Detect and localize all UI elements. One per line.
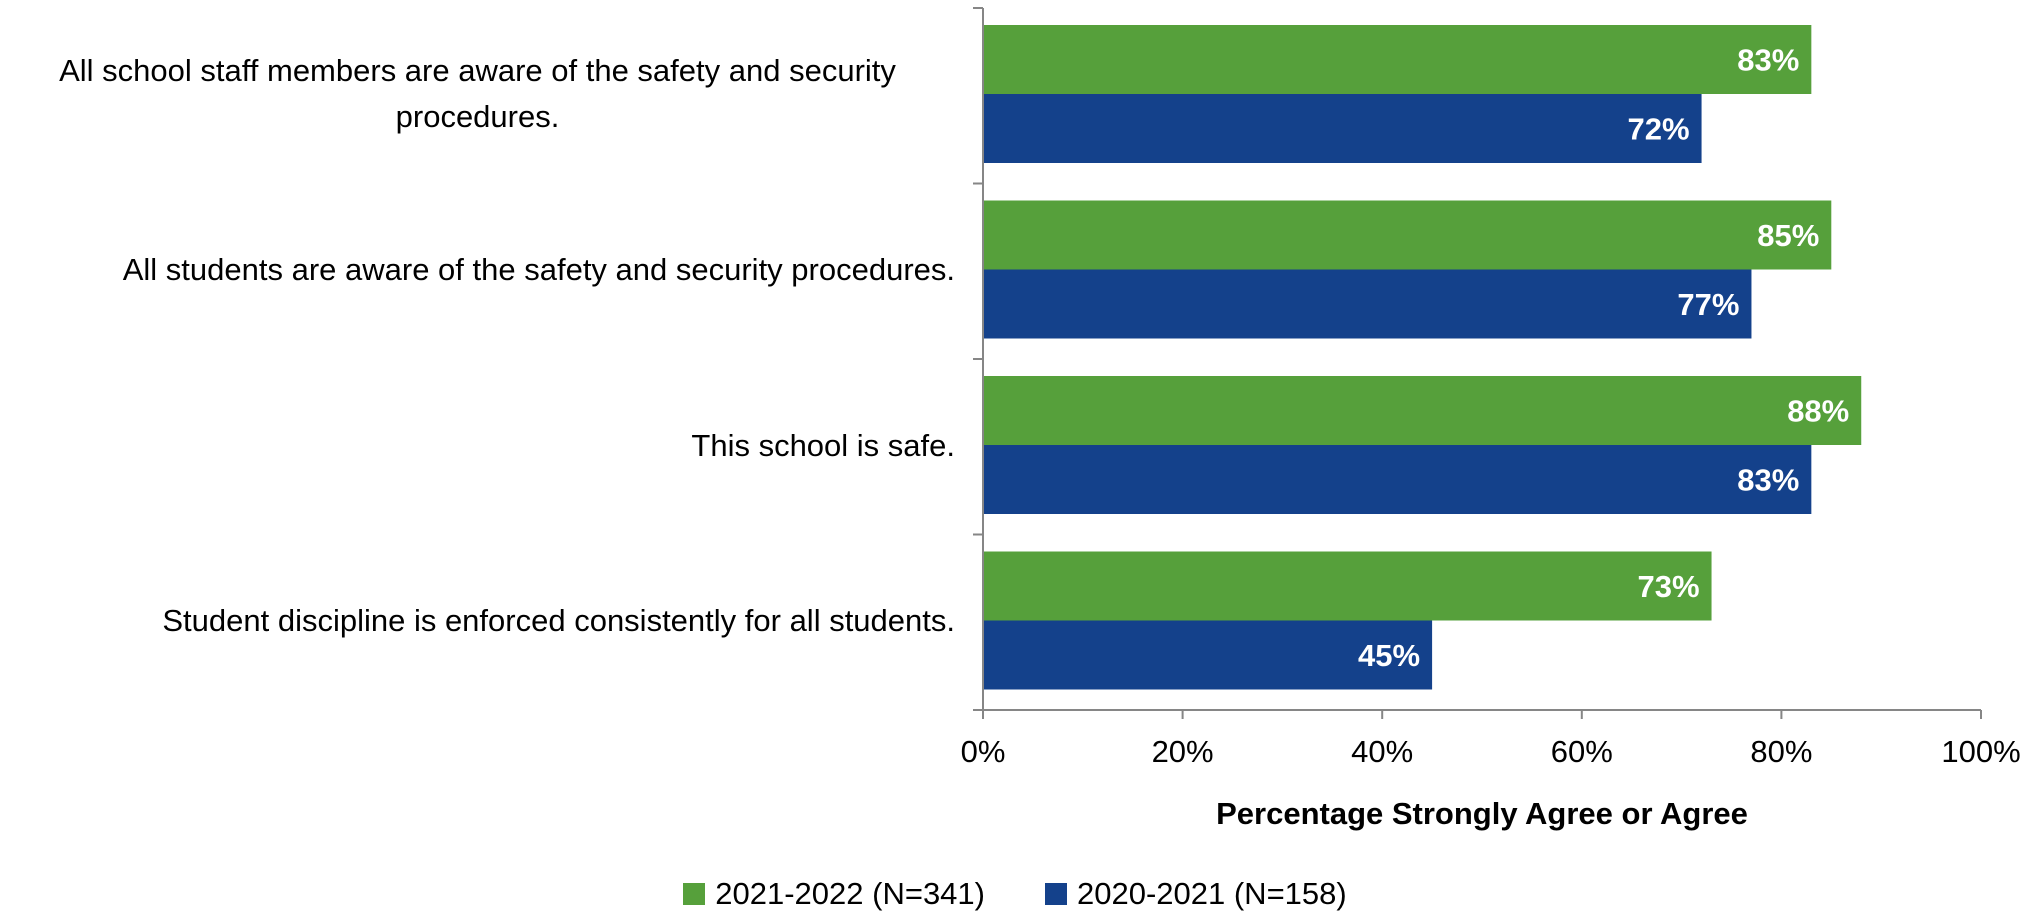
bar-label-series-1-category-1: 77% — [1677, 287, 1739, 322]
x-axis-title: Percentage Strongly Agree or Agree — [1216, 796, 1748, 831]
bar-label-series-1-category-0: 72% — [1628, 112, 1690, 147]
bar-label-series-1-category-2: 83% — [1737, 463, 1799, 498]
category-label-school-safe: This school is safe. — [691, 428, 955, 463]
bar-label-series-0-category-0: 83% — [1737, 43, 1799, 78]
bar-series-0-category-3 — [983, 551, 1712, 621]
bar-series-1-category-0 — [983, 94, 1702, 163]
legend-swatch-2021-2022 — [683, 883, 706, 905]
legend-label-2021-2022: 2021-2022 (N=341) — [715, 876, 985, 911]
legend-item-2021-2022: 2021-2022 (N=341) — [683, 876, 985, 912]
bar-series-0-category-1 — [983, 200, 1832, 270]
bar-label-series-0-category-3: 73% — [1637, 569, 1699, 604]
bar-series-0-category-2 — [983, 376, 1862, 445]
x-tick-label-3: 60% — [1551, 734, 1613, 769]
x-tick-label-0: 0% — [961, 734, 1006, 769]
bar-series-1-category-1 — [983, 269, 1752, 339]
category-label-discipline: Student discipline is enforced consisten… — [162, 603, 955, 638]
legend: 2021-2022 (N=341) 2020-2021 (N=158) — [0, 876, 2030, 912]
bar-label-series-1-category-3: 45% — [1358, 638, 1420, 673]
legend-swatch-2020-2021 — [1045, 883, 1067, 905]
bar-series-0-category-0 — [983, 25, 1812, 94]
category-label-staff-aware: All school staff members are aware of th… — [59, 53, 896, 134]
bar-series-1-category-2 — [983, 445, 1812, 514]
legend-item-2020-2021: 2020-2021 (N=158) — [1045, 876, 1347, 912]
x-tick-label-5: 100% — [1941, 734, 2020, 769]
bar-label-series-0-category-2: 88% — [1787, 394, 1849, 429]
bar-label-series-0-category-1: 85% — [1757, 218, 1819, 253]
legend-label-2020-2021: 2020-2021 (N=158) — [1077, 876, 1347, 911]
x-tick-label-4: 80% — [1750, 734, 1812, 769]
x-tick-label-2: 40% — [1351, 734, 1413, 769]
x-tick-label-1: 20% — [1152, 734, 1214, 769]
bar-series-1-category-3 — [983, 620, 1433, 690]
category-label-students-aware: All students are aware of the safety and… — [122, 252, 955, 287]
